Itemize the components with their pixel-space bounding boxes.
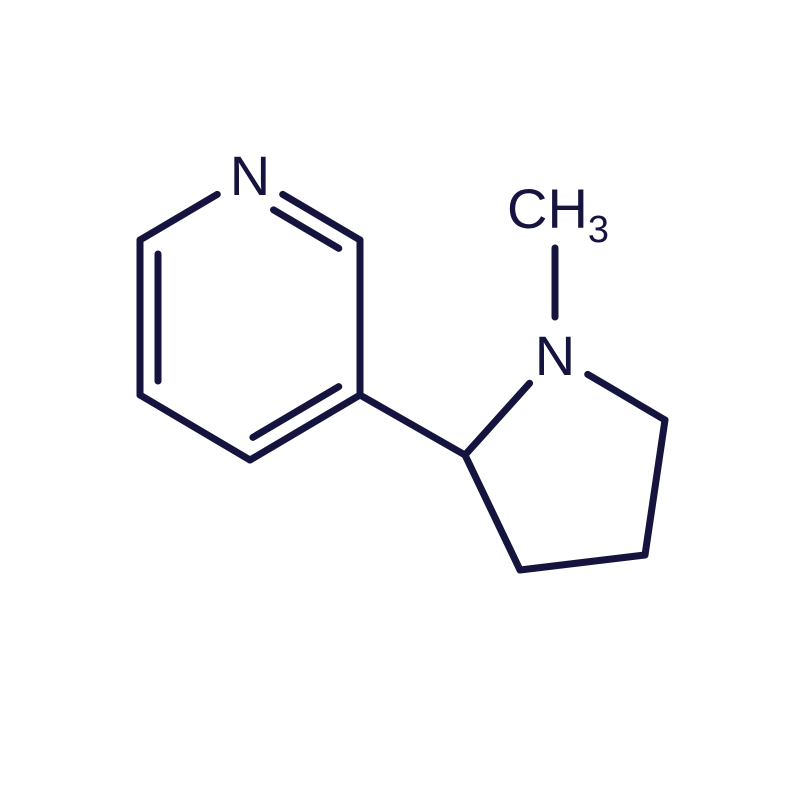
nitrogen-label: N bbox=[535, 324, 575, 387]
molecule-diagram: N N CH3 bbox=[0, 0, 800, 800]
methyl-label: CH3 bbox=[507, 177, 609, 251]
nitrogen-label: N bbox=[230, 144, 270, 207]
